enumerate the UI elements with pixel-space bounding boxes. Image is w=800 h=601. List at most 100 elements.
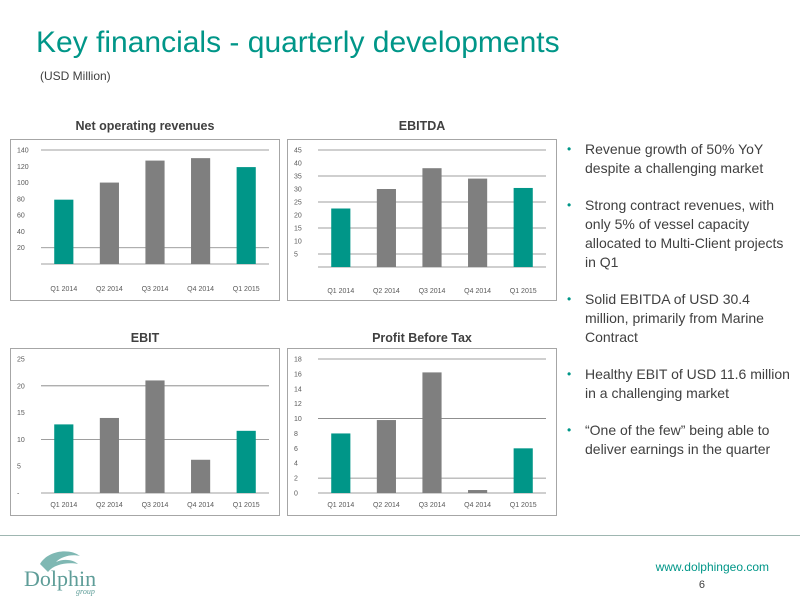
bar [422, 372, 442, 493]
bar [376, 420, 396, 493]
y-tick-label: 60 [17, 213, 25, 220]
y-tick-label: 20 [294, 213, 302, 220]
bullet-text: Strong contract revenues, with only 5% o… [585, 197, 784, 270]
bullet-item: • Solid EBITDA of USD 30.4 million, prima… [567, 290, 797, 347]
y-tick-label: 0 [294, 491, 298, 498]
bar [145, 160, 165, 264]
bullet-item: • Revenue growth of 50% YoY despite a cha… [567, 140, 797, 178]
logo-subtext: group [76, 587, 95, 596]
x-tick-label: Q4 2014 [464, 502, 491, 509]
y-tick-label: 30 [294, 187, 302, 194]
x-tick-label: Q1 2014 [327, 288, 354, 295]
x-tick-label: Q1 2015 [233, 286, 260, 293]
x-tick-label: Q3 2014 [142, 502, 169, 509]
y-tick-label: 80 [17, 196, 25, 203]
chart-revenues: 20 40 60 80 100 120 140 Q1 2014 Q2 2014 Q3 2014 Q4… [10, 139, 280, 301]
y-tick-label: 45 [294, 148, 302, 155]
y-tick-label: 8 [294, 431, 298, 438]
bar [513, 448, 533, 493]
bar [376, 189, 396, 267]
y-tick-label: 140 [17, 148, 29, 155]
bar [191, 158, 211, 264]
y-tick-label: 10 [294, 239, 302, 246]
bar [513, 187, 533, 267]
bullet-icon: • [567, 142, 572, 156]
bullet-text: Solid EBITDA of USD 30.4 million, primar… [585, 291, 764, 345]
bar [468, 490, 488, 493]
bullet-text: Revenue growth of 50% YoY despite a chal… [585, 141, 764, 176]
footer-divider [0, 535, 800, 536]
x-tick-label: Q4 2014 [187, 502, 214, 509]
bullet-item: • Healthy EBIT of USD 11.6 million in a c… [567, 365, 797, 403]
y-tick-label: 6 [294, 446, 298, 453]
y-tick-label: 20 [17, 245, 25, 252]
y-tick-label: 5 [294, 252, 298, 259]
bar [236, 430, 256, 493]
chart-ebitda-svg: 5 10 15 20 25 30 35 40 45 Q1 2014 Q2 2014 Q3 2014 Q4… [294, 148, 546, 295]
y-tick-label: 5 [17, 464, 21, 471]
y-tick-label: 100 [17, 180, 29, 187]
y-tick-label: 25 [294, 200, 302, 207]
x-tick-label: Q2 2014 [96, 286, 123, 293]
x-tick-label: Q1 2014 [50, 502, 77, 509]
x-tick-label: Q1 2015 [233, 502, 260, 509]
x-tick-label: Q1 2014 [327, 502, 354, 509]
bar [54, 424, 74, 493]
slide-subtitle: (USD Million) [40, 69, 111, 83]
x-tick-label: Q1 2014 [50, 286, 77, 293]
x-tick-label: Q4 2014 [187, 286, 214, 293]
chart-revenues-svg: 20 40 60 80 100 120 140 Q1 2014 Q2 2014 Q3 2014 Q4… [17, 148, 269, 293]
bullet-item: • Strong contract revenues, with only 5% … [567, 196, 797, 272]
y-tick-label: 10 [294, 416, 302, 423]
bar [99, 182, 119, 264]
x-tick-label: Q4 2014 [464, 288, 491, 295]
y-tick-label: 35 [294, 174, 302, 181]
bar [331, 208, 351, 267]
x-tick-label: Q1 2015 [510, 502, 537, 509]
y-tick-label: 40 [17, 229, 25, 236]
y-tick-label: 4 [294, 461, 298, 468]
logo-wordmark: Dolphin [24, 566, 96, 591]
chart-title-revenues: Net operating revenues [75, 119, 215, 133]
y-tick-label: 40 [294, 161, 302, 168]
chart-ebit-svg: - 5 10 15 20 25 Q1 2014 Q2 2014 Q3 2014 Q4 2014 Q1… [17, 357, 269, 509]
chart-pbt: 0 2 4 6 8 10 12 14 16 18 Q1 2014 Q2 2014 Q3 2014 Q4 2… [287, 348, 557, 516]
dolphin-logo: Dolphin group [18, 546, 128, 596]
y-tick-label: 25 [17, 357, 25, 364]
y-tick-label: 14 [294, 386, 302, 393]
dolphin-logo-icon: Dolphin group [24, 551, 96, 596]
bullet-item: • “One of the few” being able to deliver … [567, 421, 797, 459]
y-tick-label: 120 [17, 164, 29, 171]
chart-ebitda: 5 10 15 20 25 30 35 40 45 Q1 2014 Q2 2014 Q3 2014 Q4… [287, 139, 557, 301]
chart-title-pbt: Profit Before Tax [372, 331, 472, 345]
bullet-icon: • [567, 292, 572, 306]
x-tick-label: Q2 2014 [373, 502, 400, 509]
website-link[interactable]: www.dolphingeo.com [655, 560, 769, 574]
bullet-icon: • [567, 367, 572, 381]
bullet-icon: • [567, 423, 572, 437]
bar [236, 167, 256, 264]
bullet-text: “One of the few” being able to deliver e… [585, 422, 771, 457]
chart-title-ebit: EBIT [130, 331, 160, 345]
y-tick-label: 15 [17, 410, 25, 417]
slide-title: Key financials - quarterly developments [36, 26, 560, 59]
x-tick-label: Q3 2014 [419, 288, 446, 295]
key-points-list: • Revenue growth of 50% YoY despite a cha… [567, 140, 797, 477]
y-tick-label: 20 [17, 383, 25, 390]
x-tick-label: Q2 2014 [373, 288, 400, 295]
y-tick-label: 16 [294, 371, 302, 378]
y-tick-label: - [17, 491, 20, 498]
y-tick-label: 10 [17, 437, 25, 444]
chart-ebit: - 5 10 15 20 25 Q1 2014 Q2 2014 Q3 2014 Q4 2014 Q1… [10, 348, 280, 516]
chart-pbt-svg: 0 2 4 6 8 10 12 14 16 18 Q1 2014 Q2 2014 Q3 2014 Q4 2… [294, 357, 546, 509]
bar [191, 459, 211, 493]
page-number: 6 [698, 579, 705, 591]
chart-title-ebitda: EBITDA [398, 119, 446, 133]
x-tick-label: Q2 2014 [96, 502, 123, 509]
bar [422, 168, 442, 267]
y-tick-label: 15 [294, 226, 302, 233]
bullet-text: Healthy EBIT of USD 11.6 million in a ch… [585, 366, 790, 401]
y-tick-label: 18 [294, 357, 302, 364]
y-tick-label: 2 [294, 476, 298, 483]
x-tick-label: Q3 2014 [142, 286, 169, 293]
